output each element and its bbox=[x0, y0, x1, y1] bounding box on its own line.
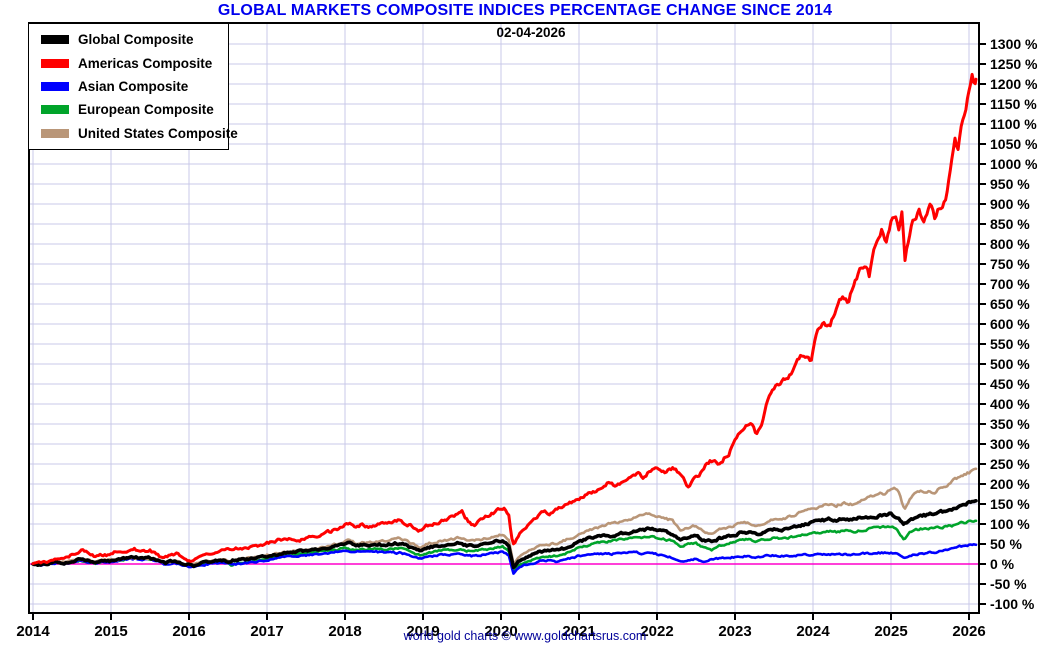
x-axis-label: 2025 bbox=[874, 623, 907, 640]
legend: Global Composite Americas Composite Asian … bbox=[28, 23, 238, 150]
legend-swatch-european bbox=[41, 105, 69, 115]
y-axis-label: 350 % bbox=[990, 416, 1030, 432]
x-axis-label: 2024 bbox=[796, 623, 830, 640]
chart-title: GLOBAL MARKETS COMPOSITE INDICES PERCENT… bbox=[217, 2, 833, 19]
legend-item-european: European Composite bbox=[29, 99, 228, 121]
y-axis-label: 300 % bbox=[990, 436, 1030, 452]
series-line-global bbox=[31, 498, 978, 570]
legend-item-asian: Asian Composite bbox=[29, 75, 228, 97]
legend-item-americas: Americas Composite bbox=[29, 52, 228, 74]
legend-swatch-asian bbox=[41, 81, 69, 91]
y-axis-label: 450 % bbox=[990, 376, 1030, 392]
y-axis-label: 750 % bbox=[990, 256, 1030, 272]
y-axis-label: 250 % bbox=[990, 456, 1030, 472]
y-axis-label: 800 % bbox=[990, 236, 1030, 252]
legend-label-asian: Asian Composite bbox=[78, 78, 189, 94]
chart-date-label: 02-04-2026 bbox=[496, 25, 566, 40]
y-axis-label: 1250 % bbox=[990, 56, 1038, 72]
y-axis-label: 1000 % bbox=[990, 156, 1038, 172]
y-axis-label: 100 % bbox=[990, 516, 1030, 532]
y-axis-label: 1050 % bbox=[990, 136, 1038, 152]
footer-credit: world gold charts © www.goldchartsrus.co… bbox=[403, 629, 647, 643]
y-axis-label: 1100 % bbox=[990, 116, 1037, 132]
y-axis-label: 1300 % bbox=[990, 36, 1038, 52]
legend-item-global: Global Composite bbox=[29, 29, 228, 51]
y-axis-label: 600 % bbox=[990, 316, 1030, 332]
x-axis-label: 2015 bbox=[94, 623, 127, 640]
legend-swatch-americas bbox=[41, 58, 69, 68]
x-axis-label: 2014 bbox=[16, 623, 50, 640]
x-axis-label: 2017 bbox=[250, 623, 283, 640]
y-axis-label: 700 % bbox=[990, 276, 1030, 292]
x-axis-label: 2026 bbox=[952, 623, 985, 640]
legend-label-european: European Composite bbox=[78, 102, 214, 118]
series-line-asian bbox=[31, 542, 978, 575]
legend-label-us: United States Composite bbox=[78, 125, 238, 141]
series-line-americas bbox=[31, 72, 978, 566]
legend-label-global: Global Composite bbox=[78, 32, 194, 48]
x-axis-label: 2022 bbox=[640, 623, 673, 640]
y-axis-label: 150 % bbox=[990, 496, 1030, 512]
y-axis-label: -50 % bbox=[990, 576, 1027, 592]
y-axis-label: 0 % bbox=[990, 556, 1015, 572]
x-axis-label: 2016 bbox=[172, 623, 205, 640]
x-axis-label: 2020 bbox=[484, 623, 517, 640]
y-axis-label: 950 % bbox=[990, 176, 1030, 192]
plot-frame bbox=[28, 22, 980, 614]
legend-swatch-global bbox=[41, 35, 69, 45]
x-axis-label: 2021 bbox=[562, 623, 595, 640]
y-axis-label: 550 % bbox=[990, 336, 1030, 352]
legend-label-americas: Americas Composite bbox=[78, 55, 213, 71]
y-axis-label: 1150 % bbox=[990, 96, 1037, 112]
y-axis-label: 200 % bbox=[990, 476, 1030, 492]
series-line-us bbox=[31, 467, 978, 567]
y-axis-label: 400 % bbox=[990, 396, 1030, 412]
x-axis-label: 2019 bbox=[406, 623, 439, 640]
y-axis-label: 900 % bbox=[990, 196, 1030, 212]
y-axis-label: 1200 % bbox=[990, 76, 1038, 92]
y-axis-label: 500 % bbox=[990, 356, 1030, 372]
legend-item-us: United States Composite bbox=[29, 122, 238, 144]
y-axis-label: 650 % bbox=[990, 296, 1030, 312]
legend-swatch-us bbox=[41, 128, 69, 138]
x-axis-label: 2018 bbox=[328, 623, 361, 640]
y-axis-label: 850 % bbox=[990, 216, 1030, 232]
y-axis-label: 50 % bbox=[990, 536, 1022, 552]
y-axis-label: -100 % bbox=[990, 596, 1035, 612]
x-axis-label: 2023 bbox=[718, 623, 751, 640]
